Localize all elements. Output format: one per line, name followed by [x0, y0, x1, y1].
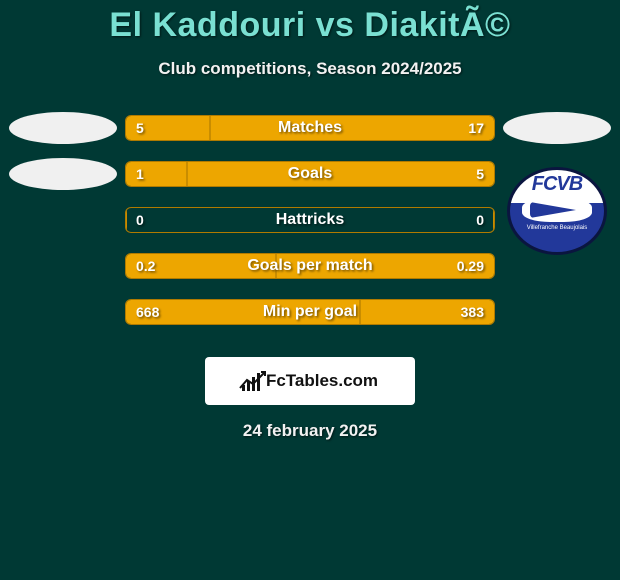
player-slot-right: [502, 112, 612, 144]
stat-value-left: 0: [136, 208, 144, 232]
club-badge-graphic: [522, 198, 592, 222]
player-placeholder-icon: [9, 158, 117, 190]
subtitle: Club competitions, Season 2024/2025: [0, 59, 620, 79]
player-slot-left: [8, 112, 118, 144]
stat-value-left: 0.2: [136, 254, 155, 278]
page-title: El Kaddouri vs DiakitÃ©: [0, 0, 620, 45]
player-placeholder-icon: [503, 112, 611, 144]
stat-value-right: 5: [476, 162, 484, 186]
stat-bar: 0.20.29Goals per match: [125, 253, 495, 279]
bar-chart-icon: [242, 371, 260, 391]
stat-label: Hattricks: [126, 208, 494, 232]
bar-left-fill: [126, 300, 360, 324]
player-placeholder-icon: [9, 112, 117, 144]
club-badge-subtext: Villefranche Beaujolais: [527, 225, 588, 232]
comparison-chart: 517Matches15Goals00Hattricks0.20.29Goals…: [0, 105, 620, 335]
bar-right-fill: [187, 162, 494, 186]
stat-bar: 668383Min per goal: [125, 299, 495, 325]
date-text: 24 february 2025: [0, 421, 620, 441]
stat-value-right: 383: [461, 300, 484, 324]
stat-bar: 0 0Hattricks: [125, 207, 495, 233]
bar-left-fill: [126, 208, 127, 232]
brand-panel: FcTables.com: [205, 357, 415, 405]
stat-value-right: 0.29: [457, 254, 484, 278]
bar-right-fill: [210, 116, 494, 140]
player-slot-right: FCVB Villefranche Beaujolais: [502, 167, 612, 255]
stat-bar: 517Matches: [125, 115, 495, 141]
stat-value-left: 668: [136, 300, 159, 324]
club-badge-label: FCVB: [532, 173, 582, 196]
stat-value-right: 0: [476, 208, 484, 232]
stat-bar: 15Goals: [125, 161, 495, 187]
brand-text: FcTables.com: [266, 371, 378, 391]
stat-value-left: 1: [136, 162, 144, 186]
stat-row: 668383Min per goal: [0, 289, 620, 335]
stat-value-right: 17: [468, 116, 484, 140]
club-badge-icon: FCVB Villefranche Beaujolais: [507, 167, 607, 255]
bar-right-fill: [493, 208, 494, 232]
player-slot-left: [8, 158, 118, 190]
stat-value-left: 5: [136, 116, 144, 140]
